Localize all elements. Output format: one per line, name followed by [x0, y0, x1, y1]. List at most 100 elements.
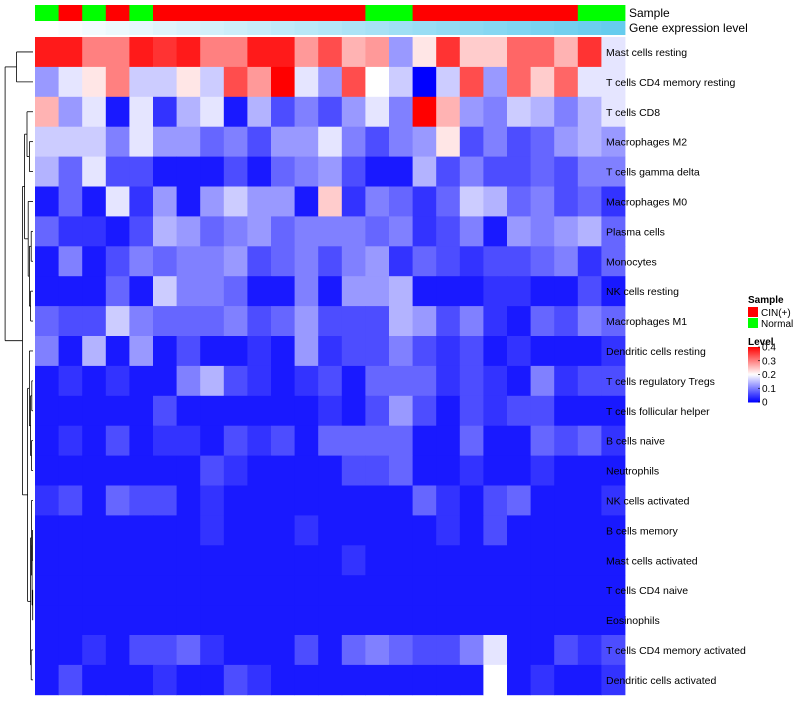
heatmap-cell	[58, 515, 83, 546]
heatmap-cell	[507, 365, 531, 397]
heatmap-cell	[601, 515, 626, 546]
heatmap-cell	[200, 365, 225, 397]
legend-item-label: CIN(+)	[761, 308, 791, 319]
expression-annotation-cell	[294, 21, 319, 35]
heatmap-cell	[507, 276, 531, 307]
legend-tick-label: 0.2	[762, 370, 776, 381]
heatmap-cell	[82, 186, 107, 217]
sample-annotation-cell	[129, 5, 154, 21]
heatmap-cell	[389, 37, 413, 68]
heatmap-cell	[530, 545, 555, 576]
heatmap-cell	[35, 156, 59, 187]
heatmap-cell	[530, 336, 555, 367]
heatmap-cell	[318, 126, 343, 157]
heatmap-cell	[153, 635, 177, 666]
heatmap-cell	[318, 425, 343, 456]
heatmap-cell	[247, 635, 272, 666]
expression-annotation-cell	[389, 21, 413, 35]
heatmap-cell	[412, 276, 437, 307]
heatmap-cell	[577, 485, 602, 516]
heatmap-cell	[200, 306, 225, 337]
heatmap-cell	[35, 515, 59, 546]
heatmap-cell	[153, 485, 177, 516]
heatmap-cell	[577, 515, 602, 546]
heatmap-cell	[436, 664, 461, 696]
heatmap-cell	[365, 186, 390, 217]
heatmap-cell	[294, 186, 319, 217]
heatmap-cell	[129, 365, 154, 397]
heatmap-cell	[554, 485, 579, 516]
sample-annotation-cell	[247, 5, 272, 21]
heatmap-cell	[271, 276, 295, 307]
row-label: B cells memory	[606, 525, 679, 537]
legend-colorbar-segment	[748, 399, 760, 402]
heatmap-cell	[223, 156, 248, 187]
heatmap-cell	[105, 336, 130, 367]
heatmap-cell	[176, 545, 201, 576]
legend-colorbar-segment	[748, 361, 760, 363]
heatmap-cell	[507, 575, 531, 606]
heatmap-cell	[58, 96, 83, 128]
heatmap-cell	[601, 306, 626, 337]
heatmap-cell	[129, 276, 154, 307]
heatmap-cell	[554, 575, 579, 606]
heatmap-cell	[200, 186, 225, 217]
expression-annotation-cell	[577, 21, 602, 35]
heatmap-cell	[507, 336, 531, 367]
heatmap-cell	[554, 37, 579, 68]
expression-annotation-cell	[58, 21, 83, 35]
heatmap-cell	[105, 216, 130, 247]
heatmap-cell	[223, 186, 248, 217]
heatmap-cell	[271, 126, 295, 157]
heatmap-cell	[483, 605, 508, 636]
heatmap-cell	[82, 515, 107, 546]
heatmap-cell	[412, 635, 437, 666]
legend-colorbar-segment	[748, 352, 760, 355]
legend-colorbar-segment	[748, 351, 760, 353]
sample-annotation-cell	[271, 5, 295, 21]
heatmap-cell	[483, 37, 508, 68]
heatmap-cell	[294, 605, 319, 636]
heatmap-cell	[389, 336, 413, 367]
heatmap-cell	[223, 365, 248, 397]
heatmap-cell	[554, 276, 579, 307]
heatmap-cell	[294, 156, 319, 187]
heatmap-cell	[389, 605, 413, 636]
expression-annotation-label: Gene expression level	[629, 21, 748, 35]
heatmap-cell	[294, 216, 319, 247]
heatmap-cell	[412, 664, 437, 696]
heatmap-cell	[247, 96, 272, 128]
heatmap-cell	[223, 216, 248, 247]
heatmap-cell	[35, 575, 59, 606]
sample-annotation-cell	[436, 5, 461, 21]
heatmap-cell	[153, 575, 177, 606]
sample-annotation-cell	[483, 5, 508, 21]
heatmap-cell	[58, 37, 83, 68]
heatmap-cell	[530, 605, 555, 636]
heatmap-cell	[105, 455, 130, 486]
heatmap-cell	[483, 635, 508, 666]
heatmap-cell	[223, 664, 248, 696]
heatmap-cell	[601, 37, 626, 68]
heatmap-cell	[82, 455, 107, 486]
heatmap-cell	[365, 365, 390, 397]
heatmap-cell	[459, 306, 484, 337]
heatmap-cell	[412, 455, 437, 486]
heatmap-cell	[223, 455, 248, 486]
heatmap-cell	[200, 96, 225, 128]
heatmap-cell	[601, 365, 626, 397]
heatmap-cell	[577, 395, 602, 427]
heatmap-cell	[365, 575, 390, 606]
heatmap-cell	[318, 395, 343, 427]
heatmap-cell	[129, 545, 154, 576]
heatmap-cell	[507, 455, 531, 486]
heatmap-cell	[459, 186, 484, 217]
heatmap-cell	[530, 425, 555, 456]
heatmap-cell	[577, 126, 602, 157]
legend-colorbar-segment	[748, 378, 760, 381]
legend-colorbar-segment	[748, 385, 760, 388]
heatmap-cell	[200, 455, 225, 486]
heatmap-cell	[223, 515, 248, 546]
heatmap-cell	[530, 455, 555, 486]
